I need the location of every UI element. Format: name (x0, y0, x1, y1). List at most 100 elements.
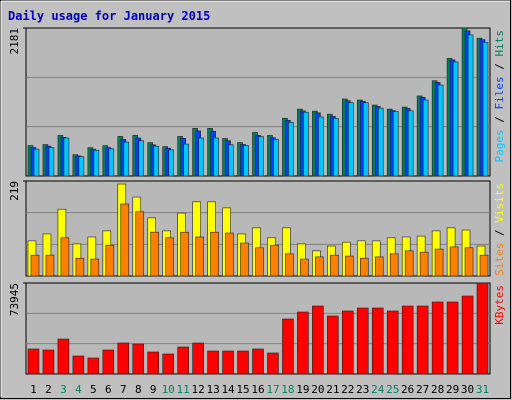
legend-separator: / (493, 223, 506, 243)
bar (401, 305, 414, 375)
bar (177, 346, 189, 375)
bar (162, 353, 174, 375)
x-tick-label: 27 (416, 383, 429, 396)
bar (452, 61, 459, 177)
bar (135, 211, 145, 277)
bar (240, 242, 249, 277)
bar (138, 140, 145, 177)
bar (333, 118, 339, 177)
bar (446, 301, 459, 375)
bar (207, 350, 219, 375)
bar (318, 116, 324, 177)
bar (348, 102, 354, 177)
bar (33, 148, 40, 177)
x-tick-label: 18 (281, 383, 294, 396)
bar (327, 315, 339, 375)
legend: KBytes (493, 285, 506, 325)
bar (464, 247, 474, 277)
bar (377, 107, 384, 177)
legend-separator: / (493, 57, 506, 77)
x-tick-label: 17 (266, 383, 279, 396)
bar (315, 256, 324, 277)
bar (78, 156, 85, 177)
x-tick-label: 19 (296, 383, 309, 396)
bar (330, 254, 339, 277)
bar (45, 254, 55, 277)
bar (252, 348, 264, 375)
bar (63, 137, 70, 177)
bar (195, 236, 204, 277)
x-tick-label: 9 (150, 383, 157, 396)
bar (431, 301, 444, 375)
bar (60, 237, 70, 277)
x-tick-label: 8 (135, 383, 142, 396)
x-tick-label: 28 (431, 383, 444, 396)
x-tick-label: 2 (45, 383, 52, 396)
bar (255, 247, 264, 277)
x-tick-label: 4 (75, 383, 82, 396)
bar (449, 246, 459, 277)
bar (27, 348, 40, 375)
bar (362, 102, 369, 177)
bar (270, 244, 279, 277)
bar (392, 111, 399, 177)
bar (237, 350, 249, 375)
bar (198, 137, 204, 177)
bar (222, 350, 234, 375)
bar (419, 251, 429, 277)
bar (342, 310, 354, 375)
bar (300, 258, 309, 277)
bar (416, 305, 429, 375)
bar (407, 110, 414, 177)
bar (213, 137, 219, 177)
bar (228, 144, 234, 177)
bar (42, 349, 55, 375)
bar (108, 148, 115, 177)
bar (467, 34, 474, 177)
x-tick-label: 16 (251, 383, 264, 396)
bar (374, 256, 384, 277)
bar (389, 253, 399, 277)
bar (57, 338, 70, 375)
bar (87, 357, 100, 375)
bar (210, 231, 219, 277)
legend: Pages / Files / Hits (493, 30, 506, 163)
bar (75, 257, 85, 277)
bar (120, 203, 130, 277)
x-tick-label: 11 (177, 383, 190, 396)
bar (93, 149, 100, 177)
bar (150, 231, 160, 277)
chart-title: Daily usage for January 2015 (8, 9, 210, 23)
legend-entry: Sites (493, 243, 506, 276)
bar (132, 343, 145, 375)
bar (117, 342, 130, 375)
bar (168, 149, 174, 177)
bar (422, 99, 429, 177)
x-tick-label: 7 (120, 383, 127, 396)
legend-separator: / (493, 110, 506, 130)
x-tick-label: 22 (341, 383, 354, 396)
bar (371, 307, 384, 375)
x-tick-label: 30 (461, 383, 474, 396)
x-tick-label: 21 (326, 383, 339, 396)
bar (359, 257, 369, 277)
bar (303, 111, 309, 177)
bar (30, 254, 40, 277)
x-tick-label: 24 (371, 383, 385, 396)
bar (180, 231, 189, 277)
x-tick-label: 20 (311, 383, 324, 396)
x-tick-label: 31 (476, 383, 489, 396)
bar (345, 255, 354, 277)
bar (434, 248, 444, 277)
bar (273, 139, 279, 177)
bar (285, 253, 294, 277)
legend-entry: Files (493, 76, 506, 109)
bar (282, 318, 294, 375)
x-tick-label: 25 (386, 383, 399, 396)
legend-entry: Visits (493, 183, 506, 223)
bar (90, 258, 100, 277)
bar (356, 307, 369, 375)
bar (123, 141, 130, 177)
bar (243, 145, 249, 177)
